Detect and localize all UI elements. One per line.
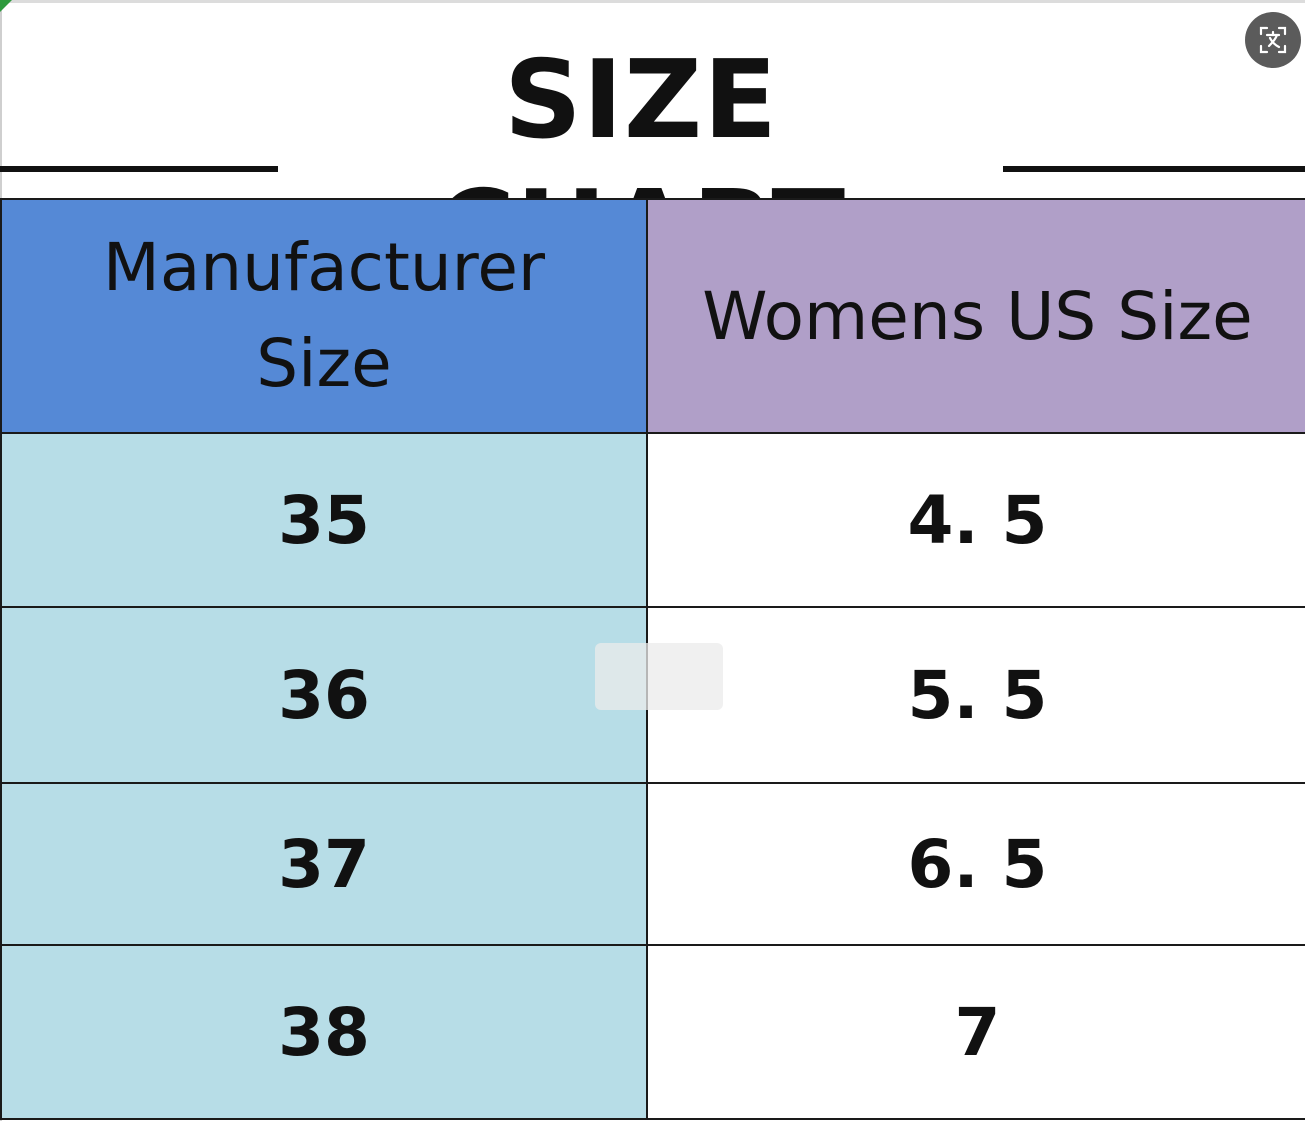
- manufacturer-size-cell: 36: [0, 606, 648, 784]
- header-manufacturer-size: Manufacturer Size: [0, 198, 648, 434]
- table-row: 38 7: [0, 944, 1305, 1120]
- us-size-cell: 7: [646, 944, 1305, 1120]
- table-row: 37 6. 5: [0, 782, 1305, 946]
- us-size-cell: 4. 5: [646, 432, 1305, 608]
- size-chart-table: Manufacturer Size Womens US Size 35 4. 5…: [0, 198, 1305, 1120]
- header-manufacturer-line2: Size: [256, 325, 392, 402]
- manufacturer-size-cell: 38: [0, 944, 648, 1120]
- us-size-cell: 6. 5: [646, 782, 1305, 946]
- title-area: SIZE CHART: [0, 0, 1305, 293]
- title-rule-left: [0, 166, 278, 172]
- header-womens-us-size: Womens US Size: [646, 198, 1305, 434]
- table-row: 36 5. 5: [0, 606, 1305, 784]
- title-rule-right: [1003, 166, 1305, 172]
- header-row: Manufacturer Size Womens US Size: [0, 198, 1305, 434]
- image-search-button[interactable]: [1245, 12, 1301, 68]
- header-manufacturer-line1: Manufacturer: [102, 229, 546, 306]
- us-size-cell: 5. 5: [646, 606, 1305, 784]
- image-search-icon: [1259, 26, 1287, 54]
- page-title: SIZE CHART: [436, 38, 845, 293]
- table-row: 35 4. 5: [0, 432, 1305, 608]
- corner-mark: [0, 0, 12, 12]
- manufacturer-size-cell: 37: [0, 782, 648, 946]
- manufacturer-size-cell: 35: [0, 432, 648, 608]
- image-overlay-placeholder: [595, 643, 723, 710]
